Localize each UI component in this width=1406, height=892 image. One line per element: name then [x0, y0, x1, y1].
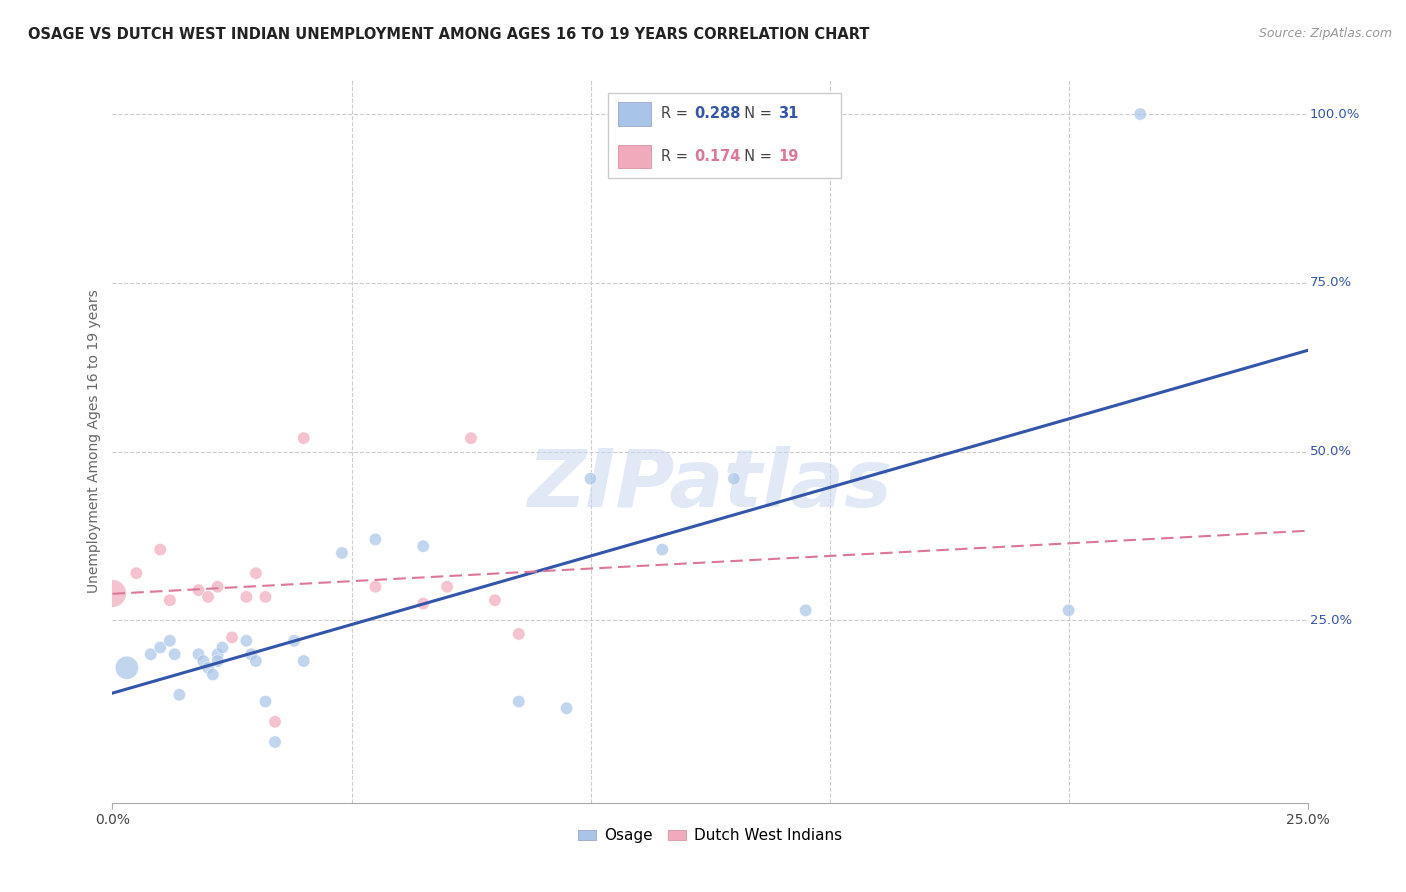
Text: 19: 19 — [778, 149, 799, 164]
Text: N =: N = — [735, 106, 776, 121]
Point — [149, 542, 172, 557]
Point — [794, 603, 817, 617]
Point — [193, 654, 215, 668]
Point — [364, 533, 387, 547]
Legend: Osage, Dutch West Indians: Osage, Dutch West Indians — [572, 822, 848, 849]
Point — [723, 472, 745, 486]
Point — [235, 590, 257, 604]
Point — [508, 627, 530, 641]
Point — [125, 566, 148, 581]
Point — [163, 647, 186, 661]
Text: 100.0%: 100.0% — [1310, 108, 1361, 120]
Point — [283, 633, 305, 648]
Point — [330, 546, 353, 560]
Point — [436, 580, 458, 594]
Point — [292, 654, 315, 668]
Point — [292, 431, 315, 445]
FancyBboxPatch shape — [619, 103, 651, 126]
Point — [651, 542, 673, 557]
Point — [207, 654, 229, 668]
Point — [169, 688, 191, 702]
Point — [159, 593, 181, 607]
Point — [187, 647, 209, 661]
Point — [201, 667, 224, 681]
Point — [207, 647, 229, 661]
Point — [139, 647, 162, 661]
Point — [211, 640, 233, 655]
Point — [101, 586, 124, 600]
Point — [245, 654, 267, 668]
Point — [207, 580, 229, 594]
Point — [187, 583, 209, 598]
Point — [197, 590, 219, 604]
Text: 0.288: 0.288 — [695, 106, 741, 121]
Point — [555, 701, 578, 715]
Text: R =: R = — [661, 106, 693, 121]
Point — [240, 647, 263, 661]
Point — [484, 593, 506, 607]
Text: OSAGE VS DUTCH WEST INDIAN UNEMPLOYMENT AMONG AGES 16 TO 19 YEARS CORRELATION CH: OSAGE VS DUTCH WEST INDIAN UNEMPLOYMENT … — [28, 27, 870, 42]
Point — [221, 631, 243, 645]
Point — [159, 633, 181, 648]
Point — [254, 694, 277, 708]
Point — [115, 661, 138, 675]
Point — [460, 431, 482, 445]
Text: 0.174: 0.174 — [695, 149, 741, 164]
Text: 25.0%: 25.0% — [1310, 614, 1353, 627]
Point — [254, 590, 277, 604]
Point — [1129, 107, 1152, 121]
Text: Source: ZipAtlas.com: Source: ZipAtlas.com — [1258, 27, 1392, 40]
Point — [1057, 603, 1080, 617]
Text: N =: N = — [735, 149, 776, 164]
Point — [235, 633, 257, 648]
Point — [412, 539, 434, 553]
Point — [245, 566, 267, 581]
FancyBboxPatch shape — [609, 93, 842, 178]
Text: ZIPatlas: ZIPatlas — [527, 446, 893, 524]
FancyBboxPatch shape — [619, 145, 651, 169]
Point — [364, 580, 387, 594]
Point — [264, 714, 287, 729]
Y-axis label: Unemployment Among Ages 16 to 19 years: Unemployment Among Ages 16 to 19 years — [87, 290, 101, 593]
Text: 50.0%: 50.0% — [1310, 445, 1353, 458]
Point — [579, 472, 602, 486]
Point — [412, 597, 434, 611]
Point — [264, 735, 287, 749]
Text: R =: R = — [661, 149, 693, 164]
Text: 31: 31 — [778, 106, 799, 121]
Point — [149, 640, 172, 655]
Point — [197, 661, 219, 675]
Point — [508, 694, 530, 708]
Text: 75.0%: 75.0% — [1310, 277, 1353, 289]
